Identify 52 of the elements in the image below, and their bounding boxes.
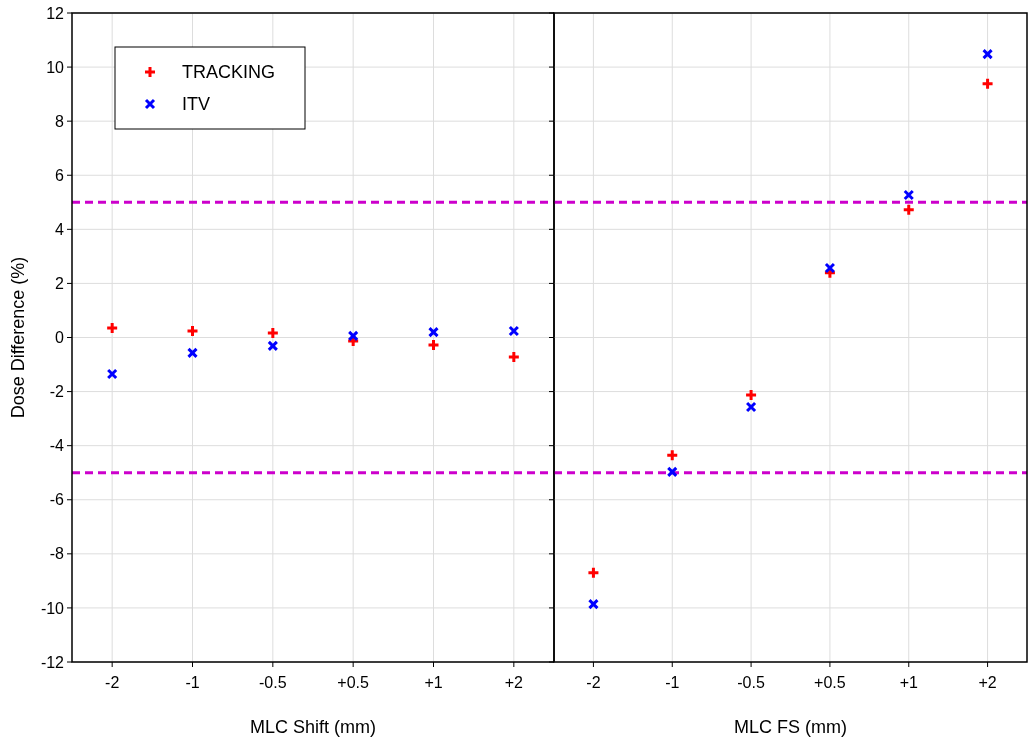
y-tick-label: -6 [49, 491, 65, 509]
x-tick-label: +1 [424, 674, 443, 691]
point [902, 203, 916, 217]
point [665, 448, 679, 462]
x-tick-label: +2 [504, 674, 524, 691]
legend-label: TRACKING [182, 62, 276, 83]
y-tick-label: 2 [55, 275, 65, 293]
x-tick-label: +0.5 [814, 674, 846, 691]
point [187, 347, 198, 359]
legend-label: ITV [182, 94, 211, 115]
y-tick-label: -8 [49, 545, 65, 563]
y-tick-label: 0 [55, 329, 65, 347]
point [507, 350, 521, 364]
x-tick-label: -2 [105, 674, 120, 691]
y-tick-label: 8 [55, 112, 65, 130]
point [106, 368, 118, 380]
x-tick-label: -0.5 [737, 674, 765, 691]
x-tick-label: +1 [899, 674, 918, 691]
y-axis-title: Dose Difference (%) [8, 256, 28, 419]
x-axis-title: MLC FS (mm) [734, 717, 847, 737]
y-tick-label: 12 [46, 4, 65, 22]
point [744, 388, 758, 402]
point [824, 262, 836, 274]
x-tick-label: +2 [978, 674, 997, 691]
x-tick-label: -0.5 [259, 674, 287, 691]
x-tick-label: -1 [185, 674, 200, 691]
y-tick-label: 4 [55, 220, 65, 238]
x-tick-label: -2 [586, 674, 601, 691]
point [903, 189, 915, 201]
y-tick-label: -2 [49, 383, 65, 401]
y-tick-label: -12 [40, 653, 65, 671]
point [745, 401, 757, 413]
x-tick-label: -1 [665, 674, 680, 691]
point [267, 340, 279, 352]
x-tick-label: +0.5 [337, 674, 370, 691]
point [586, 566, 600, 580]
x-axis-title: MLC Shift (mm) [250, 717, 376, 737]
point [427, 338, 440, 352]
y-tick-label: 10 [46, 58, 65, 76]
point [982, 48, 994, 60]
point [266, 326, 280, 340]
y-tick-label: -10 [40, 599, 65, 617]
point [587, 598, 599, 610]
point [508, 325, 520, 337]
point [981, 77, 995, 91]
point [186, 324, 199, 338]
point [347, 330, 359, 342]
point [105, 321, 119, 335]
point [666, 466, 678, 478]
point [428, 326, 439, 338]
y-tick-label: -4 [49, 437, 65, 455]
y-tick-label: 6 [55, 166, 65, 184]
